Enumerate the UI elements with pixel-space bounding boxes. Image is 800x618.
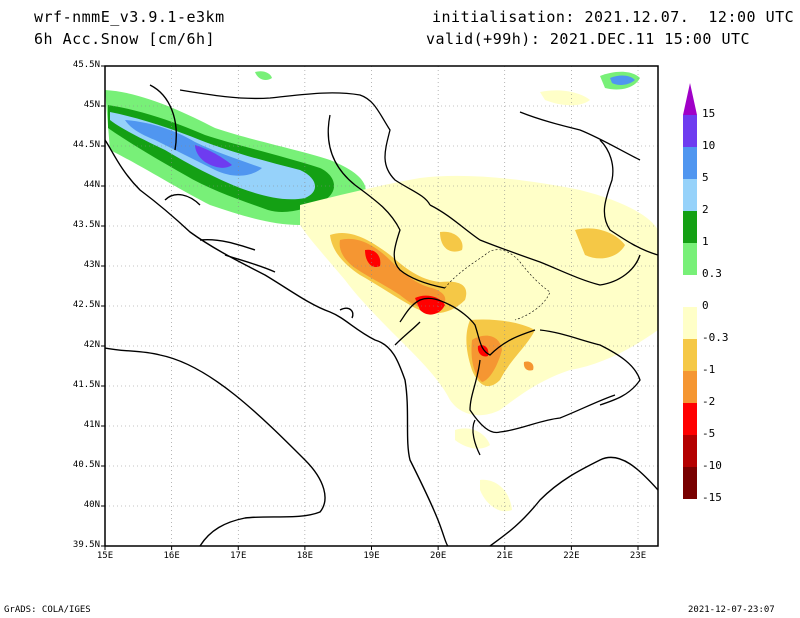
valid-time: valid(+99h): 2021.DEC.11 15:00 UTC — [426, 30, 751, 48]
colorbar-box — [683, 339, 697, 371]
colorbar-label: -15 — [702, 491, 722, 504]
colorbar-label: 1 — [702, 235, 709, 248]
coastlines — [105, 84, 658, 546]
colorbar — [683, 83, 697, 499]
lat-label: 43N — [83, 260, 100, 270]
init-time: initialisation: 2021.12.07. 12:00 UTC — [432, 8, 795, 26]
colorbar-label: -1 — [702, 363, 716, 376]
lat-label: 39.5N — [72, 540, 100, 550]
colorbar-label: 2 — [702, 203, 709, 216]
colorbar-label: -0.3 — [702, 331, 729, 344]
lon-label: 16E — [163, 551, 180, 561]
borders — [179, 89, 658, 456]
lat-label: 44.5N — [72, 140, 100, 150]
lon-label: 20E — [429, 551, 447, 561]
colorbar-bottom-arrow — [683, 467, 697, 499]
snow-field-positive — [105, 71, 640, 225]
footer-credit: GrADS: COLA/IGES — [4, 605, 91, 615]
lat-label: 40N — [83, 500, 100, 510]
lat-label: 40.5N — [72, 460, 100, 470]
model-name: wrf-nmmE_v3.9.1-e3km — [34, 8, 225, 26]
colorbar-box — [683, 403, 697, 435]
colorbar-label: 0 — [702, 299, 709, 312]
lat-label: 42.5N — [72, 300, 100, 310]
lon-label: 17E — [230, 551, 247, 561]
lon-label: 23E — [629, 551, 647, 561]
colorbar-top-arrow — [683, 83, 697, 115]
colorbar-box — [683, 147, 697, 179]
colorbar-box — [683, 371, 697, 403]
colorbar-box — [683, 435, 697, 467]
lat-label: 45.5N — [72, 60, 100, 70]
lon-label: 15E — [96, 551, 114, 561]
lat-label: 44N — [83, 180, 100, 190]
footer-timestamp: 2021-12-07-23:07 — [688, 605, 775, 615]
colorbar-label: -5 — [702, 427, 716, 440]
colorbar-box — [683, 179, 697, 211]
colorbar-label: -2 — [702, 395, 716, 408]
lon-label: 19E — [363, 551, 380, 561]
snow-field-negative — [300, 90, 658, 512]
field-name: 6h Acc.Snow [cm/6h] — [34, 30, 216, 48]
colorbar-box — [683, 243, 697, 275]
colorbar-box — [683, 307, 697, 339]
colorbar-label: 10 — [702, 139, 716, 152]
colorbar-box — [683, 211, 697, 243]
lat-label: 43.5N — [72, 220, 100, 230]
lon-label: 18E — [296, 551, 313, 561]
colorbar-label: 0.3 — [702, 267, 722, 280]
lat-label: 41N — [83, 420, 100, 430]
lon-label: 22E — [563, 551, 580, 561]
lat-label: 42N — [83, 340, 100, 350]
lat-label: 45N — [83, 100, 100, 110]
colorbar-box — [683, 115, 697, 147]
lat-label: 41.5N — [72, 380, 100, 390]
colorbar-box — [683, 275, 697, 307]
graticule — [105, 66, 658, 546]
colorbar-label: -10 — [702, 459, 722, 472]
lon-label: 21E — [496, 551, 513, 561]
colorbar-label: 5 — [702, 171, 709, 184]
colorbar-label: 15 — [702, 107, 716, 120]
kosovo-border — [444, 249, 551, 321]
